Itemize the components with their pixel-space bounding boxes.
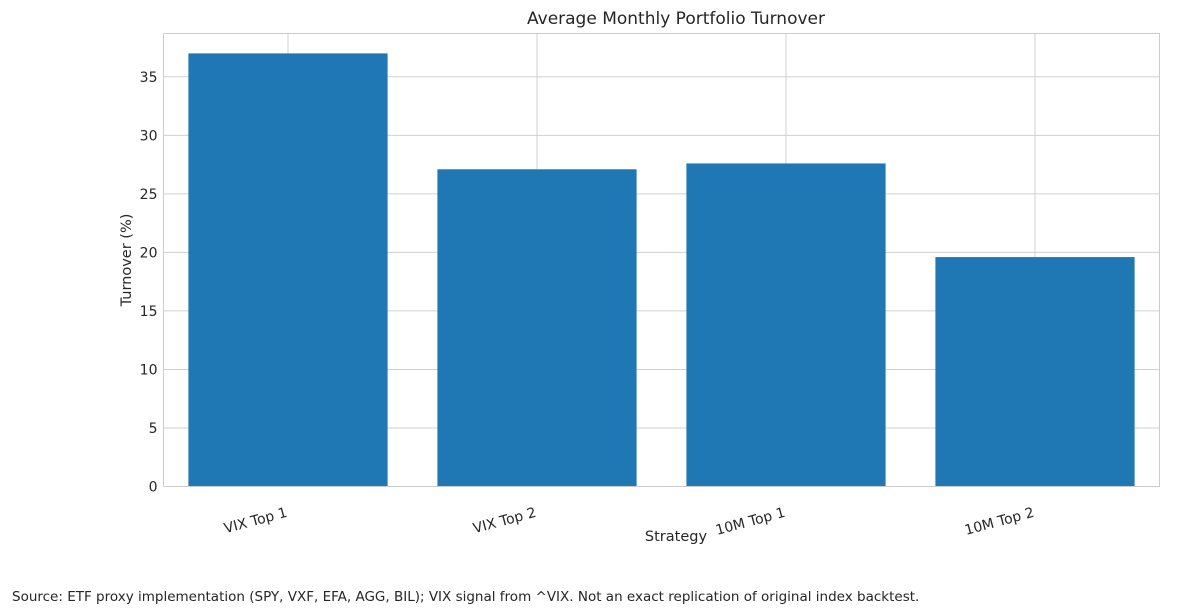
bar — [686, 163, 886, 487]
y-tick-label: 25 — [140, 187, 158, 203]
y-tick-label: 10 — [140, 362, 158, 378]
bar — [188, 53, 388, 487]
bar-chart: Average Monthly Portfolio Turnover 0 5 10 1… — [119, 9, 1160, 545]
source-note: Source: ETF proxy implementation (SPY, V… — [12, 589, 920, 605]
x-tick-label: VIX Top 1 — [222, 505, 289, 537]
y-tick-labels: 0 5 10 15 20 25 30 35 — [140, 70, 158, 496]
x-tick-label: 10M Top 1 — [714, 505, 787, 539]
y-axis-label: Turnover (%) — [119, 214, 135, 308]
plot-frame — [163, 33, 1160, 487]
x-tick-label: 10M Top 2 — [963, 505, 1036, 539]
y-tick-label: 20 — [140, 245, 158, 261]
y-tick-label: 15 — [140, 304, 158, 320]
y-tick-label: 30 — [140, 128, 158, 144]
chart-title: Average Monthly Portfolio Turnover — [527, 9, 825, 29]
x-axis-label: Strategy — [645, 529, 708, 545]
y-tick-label: 5 — [149, 421, 158, 437]
bars — [188, 53, 1135, 487]
y-tick-label: 0 — [149, 480, 158, 496]
x-tick-label: VIX Top 2 — [471, 505, 538, 537]
x-tick-labels: VIX Top 1 VIX Top 2 10M Top 1 10M Top 2 — [222, 505, 1036, 539]
bar — [437, 169, 637, 487]
bar — [935, 257, 1135, 487]
y-tick-label: 35 — [140, 70, 158, 86]
